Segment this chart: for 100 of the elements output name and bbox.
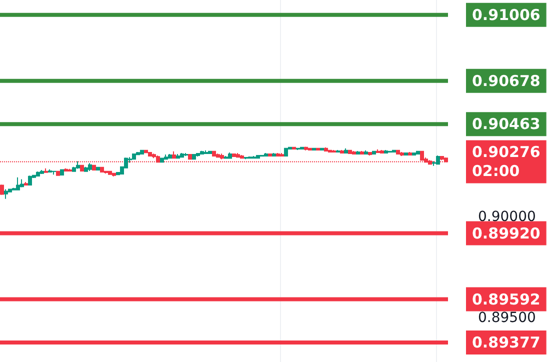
candlestick [92,164,96,170]
y-tick-label: 0.90000 [478,209,536,226]
candlestick [336,150,340,153]
candlestick [112,172,116,177]
candlestick [104,170,108,174]
candlestick [28,175,32,186]
candlestick [168,154,172,159]
candlestick [196,152,200,157]
candlestick [52,170,56,176]
ref-line-label: 0.90678 [472,72,540,90]
candlestick [80,164,84,172]
candlestick [276,152,280,157]
candlestick [212,150,216,157]
candlestick [268,154,272,157]
candlestick [64,168,68,172]
candlestick [332,150,336,153]
candlestick [204,150,208,154]
candlestick [392,150,396,153]
candlestick [184,152,188,157]
candlestick [88,162,92,172]
candlestick [244,156,248,160]
ref-line-label: 0.89377 [472,333,540,352]
candlestick [396,150,400,155]
ref-line-label: 0.91006 [472,6,540,24]
ref-line-label: 0.90463 [472,115,540,134]
candlestick [248,156,252,159]
candlestick [340,150,344,154]
candlestick [24,182,28,186]
candlestick [320,148,324,151]
candlestick [136,152,140,156]
candlestick [240,154,244,159]
candlestick [308,148,312,151]
candlestick [352,150,356,155]
candlestick [384,150,388,154]
candlestick [4,188,8,200]
candlestick [144,150,148,154]
candlestick [280,152,284,157]
candlestick [300,146,304,150]
candlestick [252,156,256,159]
candlestick [148,152,152,157]
candlestick [48,168,52,172]
candlestick [216,153,220,158]
candlestick [372,150,376,155]
candlestick [40,169,44,174]
candlestick [380,150,384,154]
text: 02:00 [472,162,520,180]
candlestick [408,152,412,156]
candlestick [84,166,88,172]
candlestick [416,150,420,155]
ref-line-label: 0.90276 [472,143,540,162]
candlestick [400,152,404,157]
candlestick [292,146,296,150]
candlestick [232,154,236,157]
candlestick [356,150,360,155]
candlestick [100,166,104,172]
candlestick [172,150,176,159]
candlestick [76,160,80,170]
candlestick [180,152,184,158]
candlestick [164,154,168,160]
candlestick [376,148,380,153]
candlestick [36,171,40,176]
candlestick [0,184,4,196]
candlestick [56,170,60,176]
ref-line-label: 0.89920 [472,224,540,242]
candlestick [160,158,164,163]
candlestick [312,148,316,151]
candlestick [108,170,112,175]
candlestick [316,148,320,151]
ref-line-label: 0.89592 [472,290,540,308]
candlestick [412,152,416,156]
candlestick [68,168,72,172]
candlestick [296,148,300,151]
candlestick [220,153,224,160]
candlestick [360,150,364,155]
candlestick [368,152,372,156]
candlestick [256,154,260,159]
candlestick [176,154,180,159]
candlestick [44,168,48,173]
candlestick [284,148,288,157]
candlestick [224,156,228,159]
candlestick [60,168,64,176]
candlestick [304,146,308,151]
candlestick [208,150,212,154]
candlestick [364,150,368,155]
candlestick [348,150,352,154]
candlestick [20,178,24,188]
candlestick [132,152,136,160]
y-tick-label: 0.89500 [478,310,536,326]
candlestick [272,152,276,157]
candlestick [228,152,232,159]
candlestick [16,176,20,190]
candlestick [96,166,100,170]
candlestick [328,150,332,153]
candlestick [200,150,204,155]
candlestick [404,152,408,156]
candlestick [152,153,156,159]
candlestick [436,154,440,165]
candlestick [140,150,144,155]
candlestick [344,148,348,154]
candlestick [264,152,268,157]
